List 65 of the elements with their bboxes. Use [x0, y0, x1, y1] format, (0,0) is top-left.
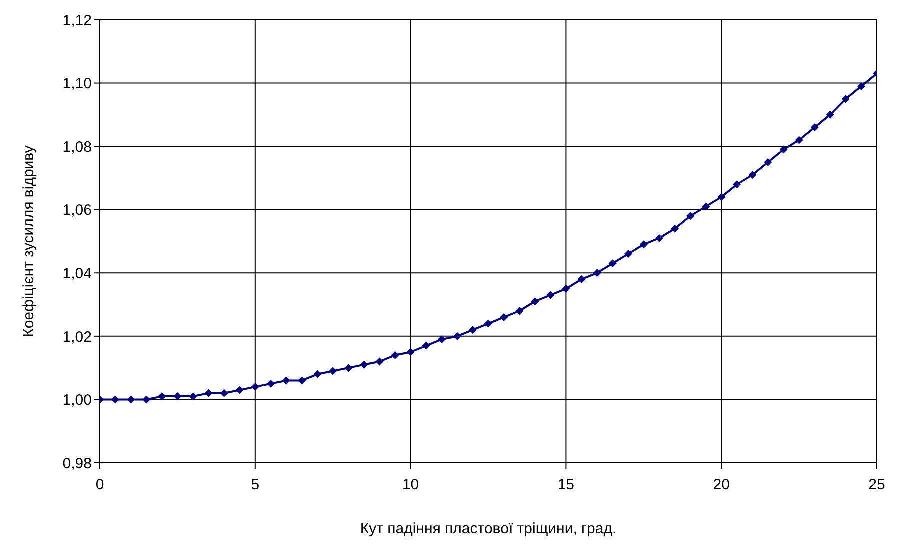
point	[655, 234, 664, 242]
y-tick-label: 1,10	[62, 76, 92, 93]
y-tick-label: 1,08	[62, 138, 92, 156]
point	[578, 275, 586, 284]
x-tick-label: 10	[402, 476, 420, 494]
point	[251, 383, 260, 392]
point	[422, 342, 430, 350]
x-tick-label: 0	[96, 476, 104, 494]
point	[360, 360, 368, 369]
point	[670, 224, 679, 233]
y-tick-label: 1,06	[62, 202, 92, 220]
point	[733, 180, 742, 189]
point	[329, 367, 338, 376]
x-tick-label: 5	[251, 476, 260, 494]
y-tick-label: 1,04	[62, 265, 92, 282]
point	[516, 307, 524, 316]
x-axis-title: Кут падіння пластової тріщини, град.	[360, 520, 617, 538]
point	[795, 136, 804, 144]
point	[780, 146, 788, 154]
point	[406, 348, 415, 356]
point	[857, 82, 866, 90]
point	[826, 110, 834, 119]
x-tick-label: 20	[713, 476, 730, 494]
point	[764, 158, 772, 166]
point	[127, 396, 136, 404]
point	[810, 124, 819, 132]
point	[204, 389, 213, 398]
x-tick-label: 25	[868, 476, 886, 494]
point	[266, 380, 275, 388]
point	[174, 392, 182, 401]
point	[531, 298, 540, 306]
point	[438, 336, 446, 344]
point	[702, 202, 710, 211]
point	[842, 95, 850, 104]
y-axis-title: Коефіцієнт зусилля відриву	[20, 145, 38, 338]
point	[158, 392, 166, 401]
point	[314, 370, 322, 378]
point	[220, 389, 228, 398]
point	[640, 240, 648, 249]
y-tick-label: 1,12	[62, 12, 92, 30]
point	[344, 364, 353, 372]
point	[453, 332, 462, 340]
point	[468, 326, 477, 334]
point	[748, 171, 757, 180]
point	[593, 269, 602, 278]
point	[282, 376, 290, 385]
y-tick-label: 1,00	[62, 392, 92, 410]
point	[718, 193, 726, 202]
point	[376, 358, 384, 366]
point	[686, 212, 695, 220]
point	[189, 392, 198, 401]
x-tick-label: 15	[558, 476, 575, 494]
point	[608, 260, 617, 268]
point	[546, 291, 555, 300]
point	[236, 386, 244, 394]
point	[624, 250, 632, 258]
point	[562, 284, 570, 293]
point	[112, 396, 120, 404]
y-tick-label: 1,02	[62, 328, 92, 346]
point	[391, 351, 400, 360]
point	[484, 320, 492, 328]
point	[142, 396, 151, 404]
point	[298, 376, 306, 385]
y-tick-label: 0,98	[62, 455, 92, 472]
point	[500, 313, 508, 322]
